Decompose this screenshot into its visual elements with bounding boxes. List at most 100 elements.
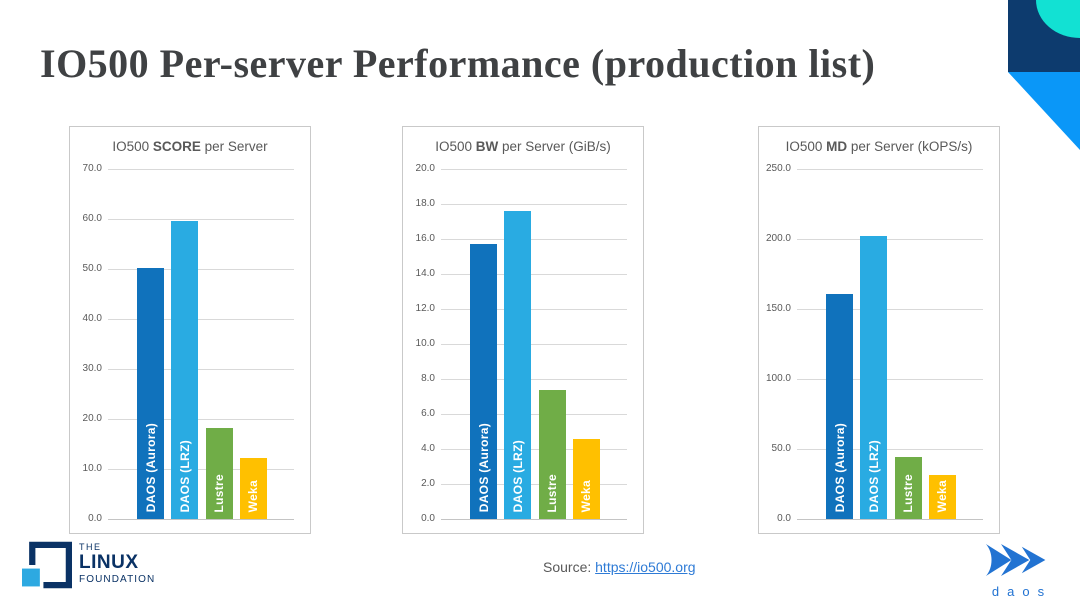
bar-label: DAOS (LRZ) [510,439,525,512]
chart-title-suffix: per Server [204,139,268,154]
chart-title-metric: MD [826,139,848,154]
gridline [797,379,983,380]
gridline [108,469,294,470]
chart-title: IO500 MD per Server (kOPS/s) [759,139,999,154]
chart-title: IO500 BW per Server (GiB/s) [403,139,643,154]
gridline [441,484,627,485]
gridline [797,309,983,310]
gridline [441,169,627,170]
plot-area: 0.0 50.0 100.0 150.0 200.0 250.0 DAOS (Aurora)… [766,163,983,524]
gridline [797,169,983,170]
y-axis-tick-label: 70.0 [82,163,102,174]
bar-daos-lrz: DAOS (LRZ) [860,236,888,519]
gridline [108,519,294,520]
y-axis-tick-label: 200.0 [765,233,791,244]
bar-daos-aurora: DAOS (Aurora) [137,268,164,519]
y-axis-tick-label: 60.0 [82,213,102,224]
gridline [108,369,294,370]
chart-title-metric: SCORE [152,139,201,154]
bar-label: Weka [935,479,950,512]
y-axis-tick-label: 10.0 [415,338,435,349]
bar-label: Weka [579,479,594,512]
source-link[interactable]: https://io500.org [595,559,696,575]
lf-word-foundation: FOUNDATION [79,574,156,585]
bar-label: Weka [246,479,261,512]
y-axis-tick-label: 20.0 [82,413,102,424]
daos-logo: daos [983,542,1053,599]
gridline [108,169,294,170]
slide-title: IO500 Per-server Performance (production… [40,41,876,86]
lf-word-the: THE [79,542,102,552]
y-axis-tick-label: 2.0 [421,478,435,489]
bw-chart-panel: IO500 BW per Server (GiB/s) 0.0 2.0 4.0 6.0… [402,126,644,534]
bar-weka: Weka [239,458,267,519]
bar-label: DAOS (LRZ) [866,439,881,512]
y-axis-tick-label: 16.0 [415,233,435,244]
gridline [441,379,627,380]
gridline [441,344,627,345]
gridline [441,519,627,520]
bar-label: Lustre [901,473,916,512]
bar-lustre: Lustre [894,456,922,519]
gridline [797,449,983,450]
bar-label: DAOS (Aurora) [143,422,158,512]
chart-title-prefix: IO500 [785,139,823,154]
y-axis-tick-label: 14.0 [415,268,435,279]
gridline [441,204,627,205]
gridline [797,519,983,520]
y-axis-tick-label: 30.0 [82,363,102,374]
bar-daos-lrz: DAOS (LRZ) [171,220,199,519]
y-axis-tick-label: 10.0 [82,463,102,474]
corner-decoration-navy-square [1008,0,1080,72]
gridline [108,269,294,270]
bar-label: Lustre [545,473,560,512]
chart-title: IO500 SCORE per Server [70,139,310,154]
bar-label: DAOS (Aurora) [832,422,847,512]
gridline [441,414,627,415]
y-axis-tick-label: 0.0 [777,513,791,524]
y-axis-tick-label: 0.0 [88,513,102,524]
y-axis-tick-label: 100.0 [765,373,791,384]
bar-daos-lrz: DAOS (LRZ) [504,211,532,519]
y-axis-tick-label: 4.0 [421,443,435,454]
plot-area: 0.0 10.0 20.0 30.0 40.0 50.0 60.0 70.0 DAOS (Aur… [83,163,294,524]
gridline [441,309,627,310]
source-line: Source: https://io500.org [543,559,696,575]
y-axis-tick-label: 8.0 [421,373,435,384]
daos-arrows-icon [985,543,1046,577]
bar-weka: Weka [928,474,956,519]
chart-title-metric: BW [475,139,499,154]
gridline [108,419,294,420]
bar-lustre: Lustre [205,427,233,519]
bar-label: Lustre [212,473,227,512]
lf-word-linux: LINUX [79,552,139,573]
linux-foundation-wordmark: THE LINUX FOUNDATION [79,540,155,586]
chart-title-prefix: IO500 [112,139,150,154]
y-axis-tick-label: 12.0 [415,303,435,314]
y-axis-tick-label: 6.0 [421,408,435,419]
gridline [108,219,294,220]
linux-foundation-mark-icon [22,541,72,589]
y-axis-tick-label: 18.0 [415,198,435,209]
linux-foundation-logo: THE LINUX FOUNDATION [22,540,155,590]
source-label: Source: [543,559,592,575]
gridline [108,319,294,320]
y-axis-tick-label: 50.0 [82,263,102,274]
gridline [797,239,983,240]
bar-daos-aurora: DAOS (Aurora) [826,294,853,519]
y-axis-tick-label: 50.0 [771,443,791,454]
corner-decoration-teal-quarter-circle [1036,0,1080,38]
corner-decoration-blue-triangle [1008,72,1080,150]
y-axis-tick-label: 40.0 [82,313,102,324]
bar-lustre: Lustre [538,389,566,519]
bar-weka: Weka [572,438,600,519]
score-chart-panel: IO500 SCORE per Server 0.0 10.0 20.0 30.0 40… [69,126,311,534]
chart-title-prefix: IO500 [435,139,472,154]
chart-title-suffix: per Server (kOPS/s) [850,139,973,154]
bar-daos-aurora: DAOS (Aurora) [470,244,497,519]
y-axis-tick-label: 0.0 [421,513,435,524]
gridline [441,449,627,450]
gridline [441,274,627,275]
daos-wordmark: daos [991,584,1053,599]
